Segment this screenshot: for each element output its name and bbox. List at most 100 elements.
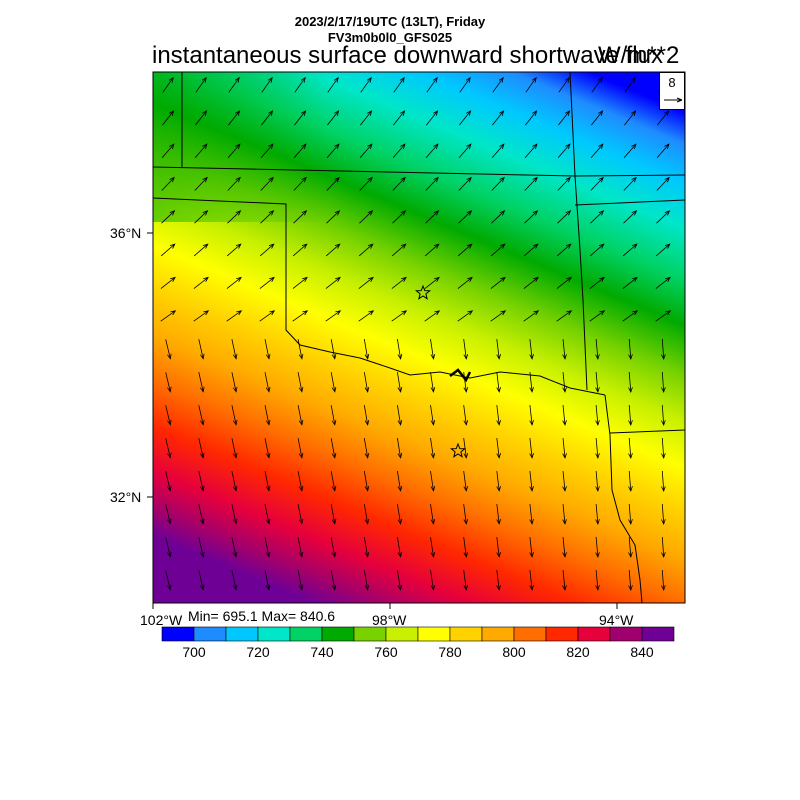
wind-vector-arrow — [393, 76, 405, 93]
wind-vector-arrow — [397, 339, 403, 360]
wind-vector-arrow — [393, 110, 406, 126]
wind-vector-arrow — [562, 405, 567, 426]
wind-vector-arrow — [195, 110, 208, 126]
wind-vector-arrow — [490, 276, 506, 289]
wind-vector-arrow — [491, 210, 506, 224]
wind-vector-arrow — [426, 110, 439, 126]
wind-vector-arrow — [424, 243, 440, 257]
lon-label-94w: 94°W — [599, 612, 634, 628]
wind-vector-arrow — [327, 110, 340, 126]
wind-vector-arrow — [363, 339, 370, 360]
wind-vector-arrow — [490, 243, 506, 257]
wind-vector-arrow — [297, 471, 304, 492]
wind-vector-arrow — [525, 76, 537, 93]
wind-vector-arrow — [162, 110, 175, 126]
wind-vector-arrow — [589, 243, 605, 257]
wind-vector-arrow — [297, 570, 304, 591]
wind-vector-arrow — [231, 471, 238, 492]
wind-vector-arrow — [228, 110, 241, 126]
wind-vector-arrow — [557, 143, 571, 159]
wind-vector-arrow — [562, 339, 567, 360]
wind-vector-arrow — [226, 243, 242, 257]
wind-vector-arrow — [360, 110, 373, 126]
wind-vector-arrow — [231, 339, 238, 360]
wind-vector-arrow — [194, 176, 208, 191]
wind-vector-arrow — [330, 438, 337, 459]
wind-vector-arrow — [330, 570, 337, 591]
wind-vectors — [160, 76, 672, 592]
wind-vector-arrow — [457, 310, 474, 322]
wind-vector-arrow — [165, 504, 172, 525]
wind-vector-arrow — [529, 471, 534, 492]
wind-vector-arrow — [392, 176, 406, 191]
colorbar-label: 720 — [246, 644, 270, 660]
wind-vector-arrow — [595, 371, 600, 394]
wind-vector-arrow — [562, 372, 567, 393]
wind-vector-arrow — [496, 372, 501, 393]
colorbar-swatch — [193, 626, 227, 642]
wind-vector-arrow — [430, 504, 436, 525]
wind-vector-arrow — [463, 471, 469, 492]
wind-vector-arrow — [330, 339, 337, 360]
wind-vector-arrow — [661, 503, 666, 526]
wind-vector-arrow — [457, 243, 473, 257]
wind-vector-arrow — [359, 210, 374, 224]
wind-vector-arrow — [330, 537, 337, 558]
wind-vector-arrow — [430, 471, 436, 492]
wind-vector-arrow — [358, 243, 374, 257]
wind-vector-arrow — [325, 243, 341, 257]
wind-vector-arrow — [591, 110, 604, 126]
colorbar-swatch — [225, 626, 259, 642]
wind-vector-arrow — [227, 143, 241, 159]
wind-vector-arrow — [226, 310, 243, 322]
wind-vector-arrow — [463, 438, 469, 459]
wind-vector-arrow — [430, 570, 436, 591]
wind-vector-arrow — [327, 76, 339, 93]
wind-vector-arrow — [392, 143, 406, 159]
city-markers — [414, 284, 467, 458]
wind-vector-arrow — [397, 405, 403, 426]
wind-vector-arrow — [359, 176, 373, 191]
wind-vector-arrow — [226, 276, 242, 289]
model-name-header: FV3m0b0l0_GFS025 — [327, 30, 453, 45]
wind-vector-arrow — [623, 143, 637, 159]
wind-vector-arrow — [198, 570, 205, 591]
wind-vector-arrow — [325, 276, 341, 289]
wind-vector-arrow — [589, 276, 605, 289]
plot-frame — [152, 71, 686, 604]
wind-vector-arrow — [330, 405, 337, 426]
wind-vector-arrow — [198, 339, 205, 360]
wind-vector-arrow — [496, 537, 501, 558]
colorbar-swatch — [641, 626, 675, 642]
wind-vector-arrow — [590, 143, 604, 159]
wind-vector-arrow — [562, 471, 567, 492]
wind-vector-arrow — [294, 76, 306, 93]
wind-vector-arrow — [628, 569, 633, 592]
wind-vector-arrow — [656, 210, 671, 224]
wind-vector-arrow — [529, 339, 534, 360]
wind-vector-arrow — [496, 471, 501, 492]
wind-vector-arrow — [227, 176, 241, 191]
wind-vector-arrow — [363, 504, 370, 525]
field-title: instantaneous surface downward shortwave… — [152, 42, 663, 69]
wind-vector-arrow — [562, 570, 567, 591]
colorbar-swatch — [513, 626, 547, 642]
wind-vector-arrow — [161, 210, 176, 224]
wind-vector-arrow — [425, 210, 440, 224]
wind-vector-arrow — [326, 176, 340, 191]
wind-vector-arrow — [293, 176, 307, 191]
wind-vector-arrow — [359, 143, 373, 159]
reference-vector-arrow — [664, 97, 683, 103]
wind-vector-arrow — [198, 504, 205, 525]
wind-vector-arrow — [628, 404, 633, 427]
wind-vector-arrow — [165, 405, 172, 426]
wind-vector-arrow — [264, 570, 271, 591]
wind-vector-arrow — [264, 537, 271, 558]
wind-vector-arrow — [524, 176, 538, 191]
wind-vector-arrow — [430, 339, 436, 360]
wind-vector-arrow — [397, 471, 403, 492]
wind-vector-arrow — [330, 372, 337, 393]
wind-vector-arrow — [392, 210, 407, 224]
wind-vector-arrow — [297, 438, 304, 459]
